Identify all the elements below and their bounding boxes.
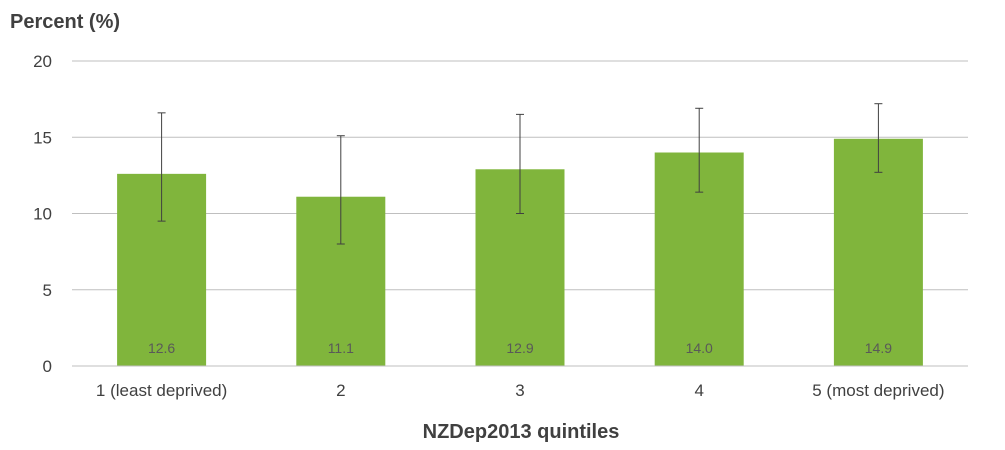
x-axis-title: NZDep2013 quintiles <box>423 421 620 443</box>
data-label-3: 12.9 <box>506 340 533 356</box>
x-tick-label-2: 2 <box>336 381 345 400</box>
error-bar-3 <box>516 113 524 214</box>
x-tick-label-3: 3 <box>515 381 524 400</box>
x-tick-label-5: 5 (most deprived) <box>812 381 944 400</box>
y-tick-label: 15 <box>33 128 52 147</box>
x-tick-label-4: 4 <box>694 381 703 400</box>
data-label-2: 11.1 <box>328 340 354 356</box>
data-labels: 12.6 11.1 12.9 14.0 14.9 <box>148 340 892 356</box>
y-axis-title: Percent (%) <box>10 11 120 33</box>
y-tick-label: 10 <box>33 205 52 224</box>
error-bar-1 <box>157 112 166 222</box>
error-bar-5 <box>874 103 883 173</box>
error-bars <box>157 103 883 245</box>
y-axis-ticks: 0 5 10 15 20 <box>33 52 52 376</box>
y-tick-label: 0 <box>43 357 52 376</box>
y-tick-label: 5 <box>43 281 52 300</box>
data-label-5: 14.9 <box>865 340 892 356</box>
data-label-1: 12.6 <box>148 340 175 356</box>
error-bar-2 <box>336 135 345 245</box>
y-tick-label: 20 <box>33 52 52 71</box>
error-bar-4 <box>695 107 704 193</box>
bar-5 <box>833 138 923 366</box>
x-tick-label-1: 1 (least deprived) <box>96 381 227 400</box>
data-label-4: 14.0 <box>686 340 713 356</box>
x-axis-ticks: 1 (least deprived) 2 3 4 5 (most deprived) <box>72 365 968 400</box>
